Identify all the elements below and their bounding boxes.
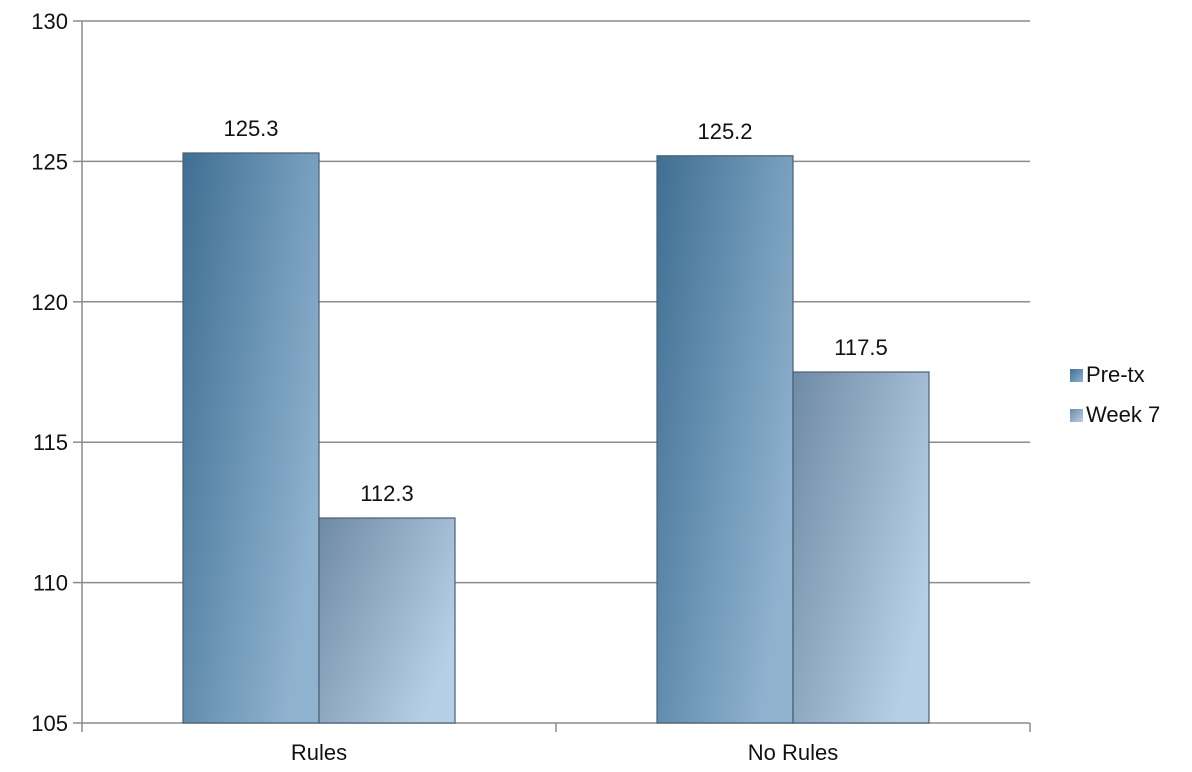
y-tick-label-125: 125: [31, 149, 68, 174]
bar-pre-tx-no-rules: [656, 155, 794, 724]
legend-item-pre-tx: Pre-tx: [1070, 355, 1160, 395]
bar-pre-tx-rules: [182, 152, 320, 724]
y-tick-label-110: 110: [33, 571, 68, 596]
x-category-label-no-rules: No Rules: [748, 740, 838, 765]
y-tick-label-130: 130: [31, 9, 68, 34]
data-label-pre-tx-no-rules: 125.2: [697, 119, 752, 144]
data-label-week-7-no-rules: 117.5: [834, 335, 887, 360]
data-label-pre-tx-rules: 125.3: [223, 116, 278, 141]
legend-label-week-7: Week 7: [1086, 402, 1161, 427]
bar-week-7-no-rules: [792, 371, 930, 724]
legend: Pre-tx Week 7: [1070, 355, 1160, 435]
legend-swatch-pre-tx: [1070, 368, 1083, 382]
x-category-label-rules: Rules: [291, 740, 347, 765]
bar-week-7-rules: [318, 517, 456, 724]
y-tick-label-105: 105: [31, 711, 68, 736]
legend-item-week-7: Week 7: [1070, 395, 1160, 435]
legend-swatch-week-7: [1070, 408, 1083, 422]
y-tick-label-115: 115: [33, 430, 68, 455]
data-label-week-7-rules: 112.3: [360, 481, 413, 506]
legend-label-pre-tx: Pre-tx: [1086, 362, 1145, 387]
y-tick-label-120: 120: [31, 290, 68, 315]
